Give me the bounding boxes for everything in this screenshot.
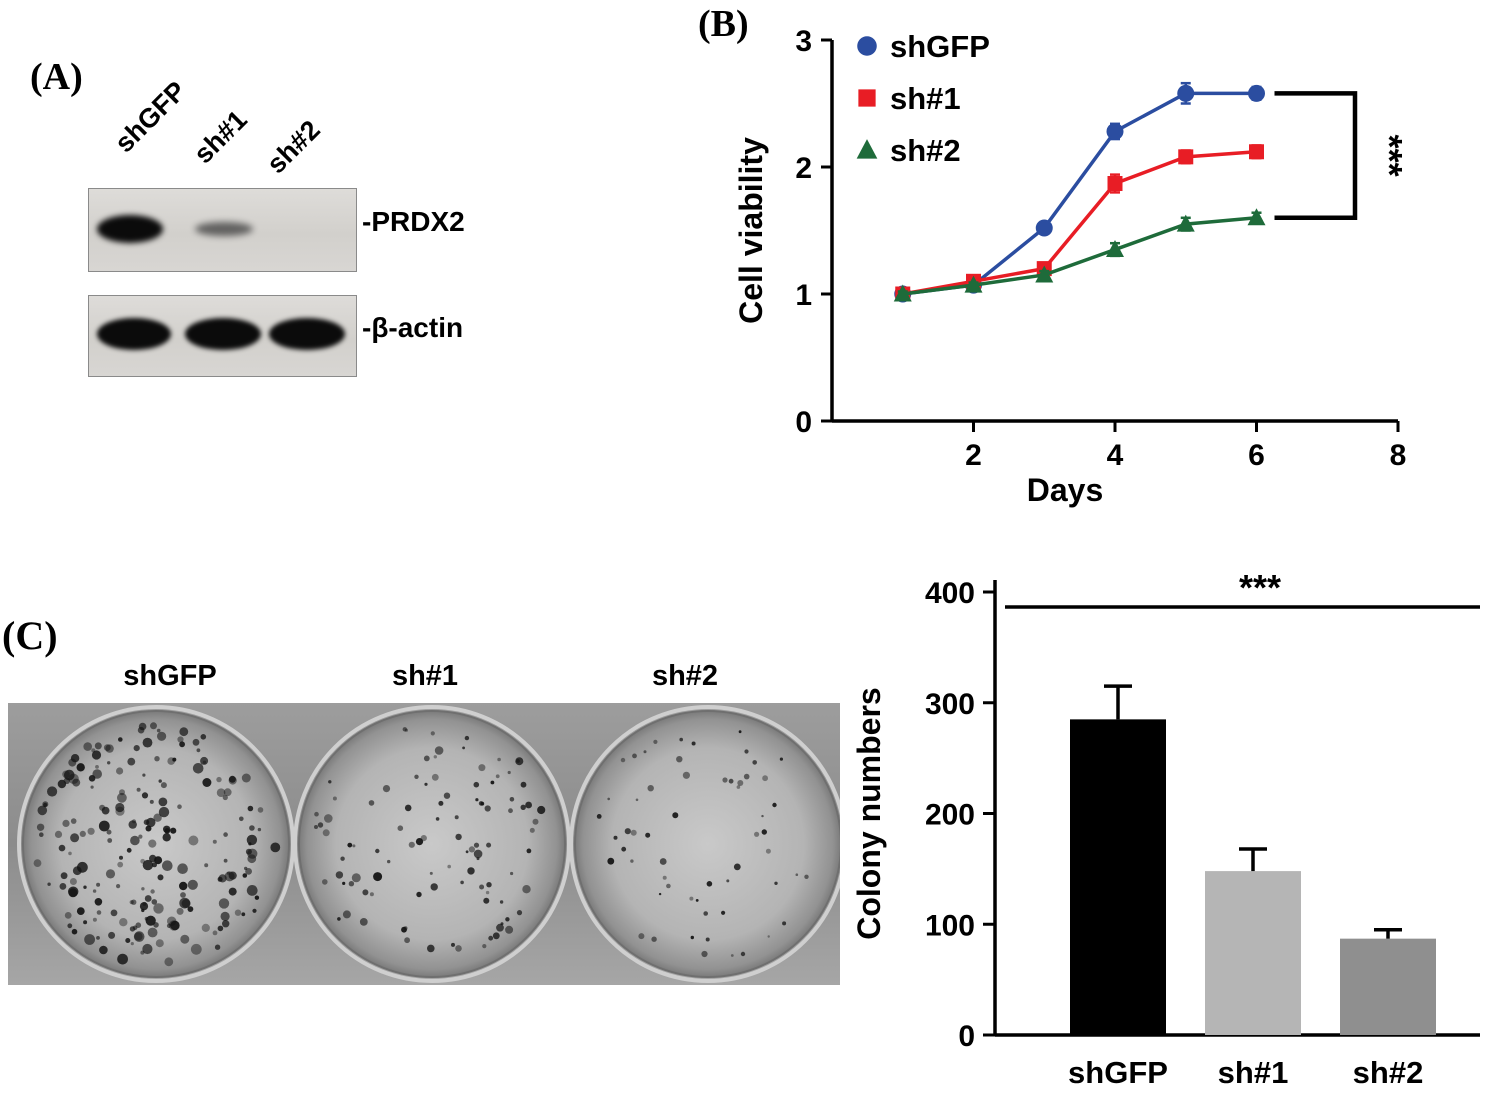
significance-stars: ***	[1369, 135, 1410, 177]
svg-text:2: 2	[795, 152, 812, 185]
dish-label-shgfp: shGFP	[123, 660, 217, 692]
lane-label-shgfp: shGFP	[109, 75, 192, 159]
x-axis-title: Days	[1027, 472, 1104, 508]
prdx2-band-sh1	[195, 222, 253, 236]
bar-category-sh#1: sh#1	[1218, 1055, 1289, 1090]
svg-text:8: 8	[1390, 439, 1407, 472]
svg-text:3: 3	[795, 25, 812, 58]
colony-assay-image	[8, 703, 840, 985]
bar-category-sh#2: sh#2	[1353, 1055, 1424, 1090]
bar-shGFP	[1070, 684, 1166, 1035]
actin-band-shgfp	[97, 318, 171, 350]
bar-sh#2	[1340, 928, 1436, 1035]
actin-label: -β-actin	[362, 312, 464, 343]
legend-item-sh#2: sh#2	[890, 133, 961, 168]
actin-blot	[88, 295, 357, 377]
line-series-sh#2	[893, 208, 1266, 302]
svg-text:0: 0	[795, 406, 812, 439]
svg-text:1: 1	[795, 279, 812, 312]
line-series-shGFP	[894, 81, 1265, 303]
prdx2-label: -PRDX2	[362, 206, 465, 237]
panel-c-label: (C)	[2, 613, 58, 658]
svg-text:300: 300	[925, 688, 975, 721]
bar-sh#1	[1205, 847, 1301, 1035]
significance-bracket	[1274, 91, 1358, 221]
svg-text:100: 100	[925, 909, 975, 942]
dish-shGFP	[17, 705, 295, 983]
svg-text:0: 0	[958, 1020, 975, 1053]
significance-stars: ***	[1239, 567, 1281, 608]
svg-text:6: 6	[1248, 439, 1265, 472]
svg-text:200: 200	[925, 799, 975, 832]
panel-b-label: (B)	[698, 3, 749, 45]
colony-numbers-chart: 0 100 200 300 400 shGFP sh#1 sh#2 Colony numbers…	[851, 567, 1480, 1090]
actin-band-sh1	[185, 318, 261, 350]
panel-a-label: (A)	[30, 56, 83, 98]
svg-text:2: 2	[965, 439, 982, 472]
lane-label-sh2: sh#2	[261, 114, 326, 180]
legend-item-shGFP: shGFP	[890, 29, 990, 64]
dish-sh#2	[569, 705, 840, 983]
dish-sh#1	[293, 705, 571, 983]
svg-text:4: 4	[1107, 439, 1124, 472]
cell-viability-chart: 0 1 2 3 2 4 6 8 Days Cell viability shGFP sh#1 sh#2 *…	[733, 25, 1410, 508]
actin-band-sh2	[269, 318, 345, 350]
prdx2-blot	[88, 188, 357, 272]
lane-label-sh1: sh#1	[188, 104, 253, 170]
legend-item-sh#1: sh#1	[890, 81, 961, 116]
prdx2-band-shgfp	[97, 215, 163, 243]
svg-text:400: 400	[925, 577, 975, 610]
bar-category-shGFP: shGFP	[1068, 1055, 1168, 1090]
y-axis-title: Colony numbers	[851, 687, 887, 939]
y-axis-title: Cell viability	[733, 137, 769, 324]
dish-label-sh1: sh#1	[391, 660, 459, 692]
dish-label-sh2: sh#2	[651, 660, 719, 692]
